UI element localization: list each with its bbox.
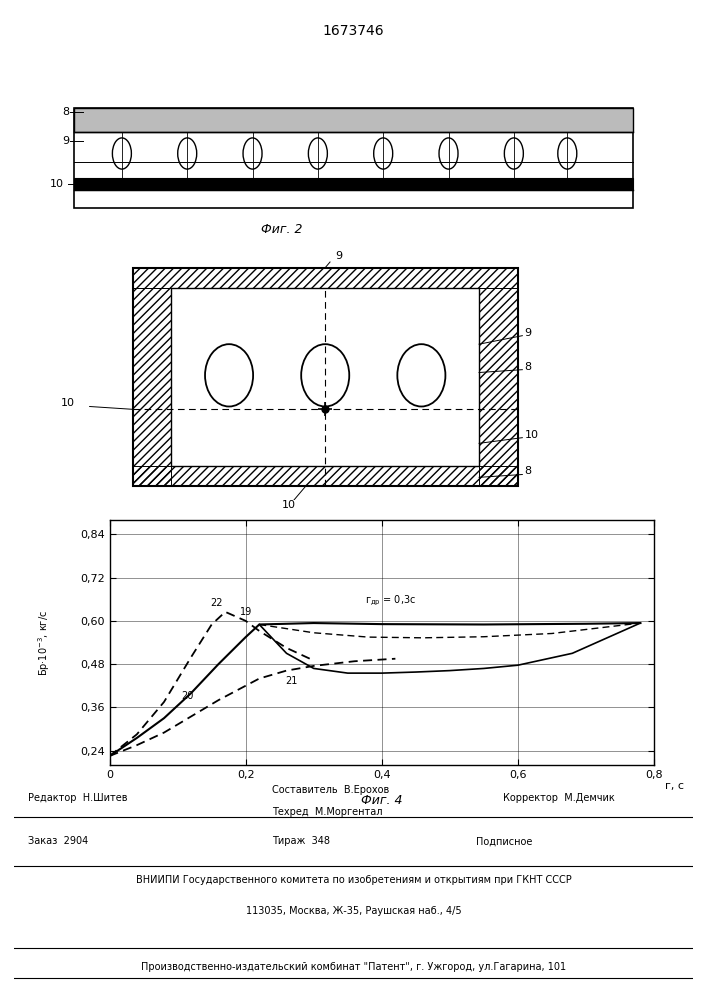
Text: г$_{\mathregular{др}}$ = 0,3с: г$_{\mathregular{др}}$ = 0,3с [365,593,416,608]
Text: ВНИИПИ Государственного комитета по изобретениям и открытиям при ГКНТ СССР: ВНИИПИ Государственного комитета по изоб… [136,875,571,885]
Text: 22: 22 [210,598,223,608]
Text: Техред  М.Моргентал: Техред М.Моргентал [272,807,382,817]
Text: Тираж  348: Тираж 348 [272,836,330,846]
Text: 10: 10 [525,430,539,440]
Text: Фиг. 4: Фиг. 4 [361,794,402,807]
Text: Фиг. 2: Фиг. 2 [262,223,303,236]
Text: Редактор  Н.Шитев: Редактор Н.Шитев [28,793,127,803]
Text: 10: 10 [49,179,64,189]
Text: 1673746: 1673746 [322,24,385,38]
Text: 19: 19 [240,607,252,617]
Text: 21: 21 [285,676,298,686]
Text: 9: 9 [525,328,532,338]
Text: 9: 9 [62,135,69,145]
Text: Составитель  В.Ерохов: Составитель В.Ерохов [272,785,390,795]
Text: Фиг. 3: Фиг. 3 [281,523,322,536]
Polygon shape [74,108,633,132]
Text: Производственно-издательский комбинат "Патент", г. Ужгород, ул.Гагарина, 101: Производственно-издательский комбинат "П… [141,962,566,972]
Polygon shape [74,178,633,190]
Text: 113035, Москва, Ж-35, Раушская наб., 4/5: 113035, Москва, Ж-35, Раушская наб., 4/5 [246,906,461,916]
Text: 8: 8 [62,107,69,117]
Text: Корректор  М.Демчик: Корректор М.Демчик [503,793,614,803]
Text: 10: 10 [62,398,75,408]
Text: Бр·10$^{-3}$, кг/с: Бр·10$^{-3}$, кг/с [36,609,52,676]
Text: г, с: г, с [665,782,684,792]
Text: 8: 8 [525,362,532,372]
Text: 8: 8 [525,466,532,477]
Text: Подписное: Подписное [476,836,532,846]
Text: 9: 9 [335,251,342,261]
Text: Заказ  2904: Заказ 2904 [28,836,88,846]
Polygon shape [171,288,479,466]
Text: 10: 10 [282,500,296,510]
Text: 20: 20 [181,691,194,701]
